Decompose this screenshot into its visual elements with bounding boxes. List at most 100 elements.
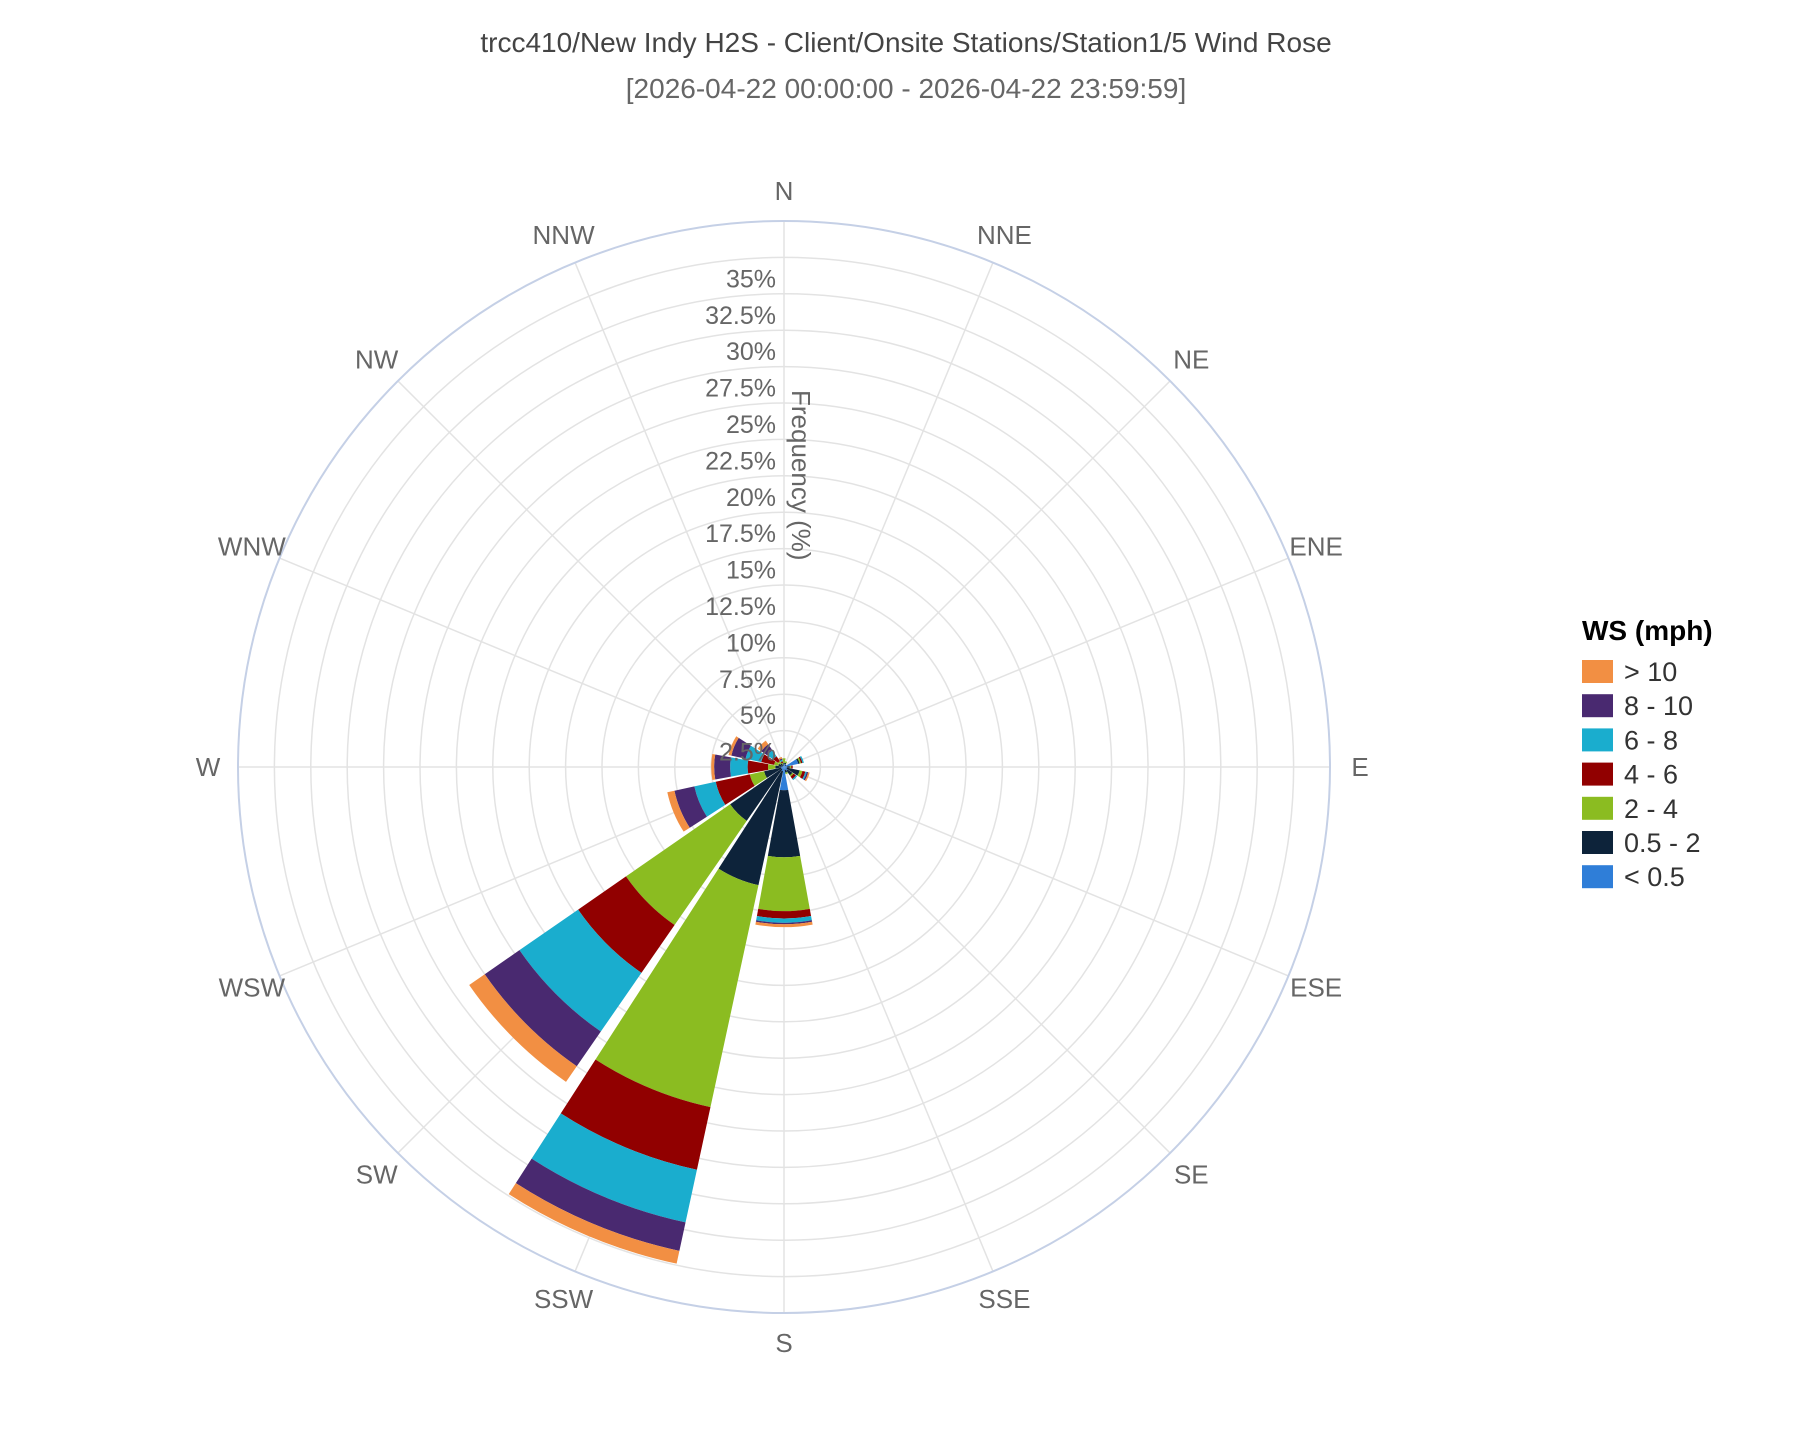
direction-label-nne: NNE bbox=[977, 220, 1032, 250]
bar-segment-se bbox=[790, 773, 796, 779]
bar-segment-w bbox=[711, 753, 716, 781]
outer-ring bbox=[237, 220, 1331, 1314]
bar-segment-ssw bbox=[560, 1059, 711, 1170]
radial-tick-label: 12.5% bbox=[705, 593, 776, 621]
radial-tick-label: 32.5% bbox=[705, 302, 776, 330]
bar-segment-ene bbox=[799, 755, 804, 764]
direction-label-n: N bbox=[775, 176, 794, 206]
grid-spoke bbox=[574, 262, 785, 768]
legend-label: 2 - 4 bbox=[1624, 794, 1678, 824]
bar-segment-wnw bbox=[774, 761, 780, 766]
bar-segment-wsw bbox=[749, 771, 767, 786]
legend-item: 0.5 - 2 bbox=[1582, 828, 1701, 858]
radial-tick-label: 7.5% bbox=[719, 666, 776, 694]
bar-segment-s bbox=[767, 789, 801, 858]
radial-tick-label: 35% bbox=[726, 265, 776, 293]
direction-label-s: S bbox=[775, 1328, 792, 1358]
bar-segment-w bbox=[714, 754, 731, 780]
direction-label-ese: ESE bbox=[1290, 972, 1342, 1002]
bar-segment-ese bbox=[784, 767, 787, 769]
direction-label-w: W bbox=[196, 752, 221, 782]
bar-segment-e bbox=[789, 765, 792, 769]
bar-segment-nnw bbox=[781, 762, 784, 765]
radial-tick-label: 2.5% bbox=[719, 739, 776, 767]
bar-segment-s bbox=[755, 920, 813, 925]
bar-segment-ese bbox=[799, 770, 806, 779]
grid-spoke bbox=[397, 380, 785, 768]
bar-segment-nnw bbox=[780, 759, 783, 763]
grid-spoke bbox=[783, 766, 1289, 977]
legend-title: WS (mph) bbox=[1582, 615, 1713, 646]
bar-segment-nw bbox=[757, 740, 769, 752]
bar-segment-nnw bbox=[779, 758, 783, 761]
radial-axis-label: Frequency (%) bbox=[786, 390, 816, 561]
legend-label: 6 - 8 bbox=[1624, 725, 1678, 755]
bar-segment-sse bbox=[785, 771, 788, 775]
bar-segment-ese bbox=[803, 771, 809, 781]
grid-spoke bbox=[783, 262, 994, 768]
bar-segment-e bbox=[791, 765, 793, 769]
legend-label: < 0.5 bbox=[1624, 862, 1685, 892]
radial-tick-label: 25% bbox=[726, 411, 776, 439]
bar-segment-wnw bbox=[745, 745, 765, 763]
bar-segment-sw bbox=[484, 950, 601, 1067]
bar-segment-sw bbox=[625, 804, 747, 926]
bar-segment-ssw bbox=[531, 1113, 697, 1223]
bar-segment-wsw bbox=[694, 781, 726, 817]
bar-segment-nne bbox=[784, 761, 788, 764]
bar-segment-nnw bbox=[778, 757, 783, 760]
bar-segment-wnw bbox=[778, 763, 783, 767]
bar-segment-wnw bbox=[731, 737, 751, 759]
bar-segment-wsw bbox=[764, 767, 782, 779]
chart-title: trcc410/New Indy H2S - Client/Onsite Sta… bbox=[480, 27, 1331, 58]
legend-swatch bbox=[1582, 865, 1613, 889]
legend-swatch bbox=[1582, 762, 1613, 786]
bar-segment-sse bbox=[784, 769, 788, 773]
bar-segment-ese bbox=[786, 767, 800, 776]
radial-tick-label: 5% bbox=[740, 702, 776, 730]
legend-item: > 10 bbox=[1582, 657, 1677, 687]
bar-segment-e bbox=[786, 765, 790, 769]
legend-swatch bbox=[1582, 796, 1613, 820]
bar-segment-ssw bbox=[781, 767, 784, 772]
legend-swatch bbox=[1582, 694, 1613, 718]
grid-spoke bbox=[783, 557, 1289, 768]
bar-segment-ssw bbox=[595, 868, 759, 1108]
bar-segment-sse bbox=[784, 767, 786, 770]
bar-segment-nw bbox=[761, 744, 773, 756]
bars bbox=[469, 736, 813, 1264]
bar-segment-w bbox=[767, 764, 776, 770]
bar-segment-wsw bbox=[715, 774, 755, 805]
legend-label: 4 - 6 bbox=[1624, 760, 1678, 790]
radial-tick-label: 15% bbox=[726, 557, 776, 585]
legend-swatch bbox=[1582, 831, 1613, 854]
legend-label: 0.5 - 2 bbox=[1624, 828, 1701, 858]
direction-label-ene: ENE bbox=[1289, 532, 1342, 562]
direction-label-wnw: WNW bbox=[218, 532, 286, 562]
direction-label-ssw: SSW bbox=[534, 1284, 594, 1314]
radial-tick-label: 20% bbox=[726, 484, 776, 512]
direction-label-nw: NW bbox=[355, 345, 399, 375]
direction-label-nnw: NNW bbox=[533, 220, 596, 250]
bar-segment-wsw bbox=[674, 786, 707, 828]
bar-segment-wnw bbox=[728, 736, 739, 756]
bar-segment-se bbox=[786, 769, 793, 776]
direction-label-ne: NE bbox=[1173, 345, 1209, 375]
bar-segment-ne bbox=[784, 765, 786, 767]
legend-label: 8 - 10 bbox=[1624, 691, 1693, 721]
bar-segment-n bbox=[783, 762, 785, 765]
direction-label-se: SE bbox=[1174, 1159, 1209, 1189]
bar-segment-nne bbox=[784, 764, 786, 767]
bar-segment-s bbox=[758, 855, 810, 912]
radial-ticks: 2.5% 5% 7.5% 10% 12.5% 15% 17.5% 20% 22.5% 25% 27.… bbox=[705, 265, 776, 766]
bar-segment-ne bbox=[784, 764, 787, 767]
bar-segment-nne bbox=[784, 762, 787, 765]
bar-segment-ene bbox=[798, 756, 803, 764]
bar-segment-s bbox=[756, 908, 812, 919]
bar-segment-w bbox=[747, 760, 769, 774]
bar-segment-sw bbox=[730, 768, 783, 821]
radial-tick-label: 17.5% bbox=[705, 520, 776, 548]
radial-tick-label: 30% bbox=[726, 338, 776, 366]
bar-segment-nnw bbox=[780, 761, 784, 764]
bar-segment-nw bbox=[780, 763, 784, 767]
